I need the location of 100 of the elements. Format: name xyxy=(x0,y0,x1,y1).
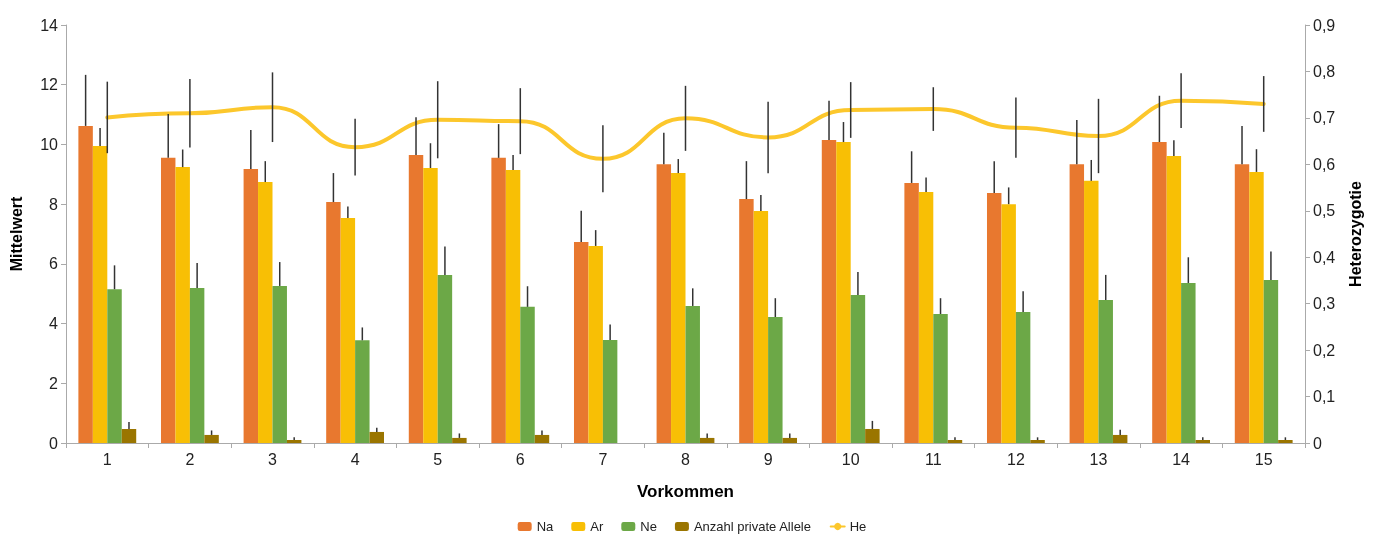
bar xyxy=(189,288,205,443)
bar xyxy=(204,434,219,443)
y2-tick-label: 0,2 xyxy=(1313,341,1336,359)
bar xyxy=(534,434,550,443)
bar xyxy=(836,142,851,443)
x-tick-label: 12 xyxy=(1007,450,1025,468)
y2-tick-label: 0,4 xyxy=(1313,248,1336,266)
bar xyxy=(1195,440,1211,443)
bar xyxy=(160,157,176,443)
bar xyxy=(408,154,424,443)
bar xyxy=(685,305,700,443)
bar xyxy=(1152,142,1167,443)
bar xyxy=(326,202,341,443)
x-tick-label: 4 xyxy=(350,450,360,468)
bar xyxy=(588,245,603,443)
bar xyxy=(1069,164,1085,443)
bar xyxy=(437,274,453,443)
y-tick-label: 2 xyxy=(49,374,59,392)
bar xyxy=(768,317,783,443)
y2-tick-label: 0 xyxy=(1313,434,1322,452)
bar xyxy=(243,168,259,443)
y-tick-label: 10 xyxy=(40,135,59,153)
x-tick-label: 2 xyxy=(185,450,195,468)
bar xyxy=(904,182,919,443)
bar xyxy=(1030,440,1045,443)
y-tick-label: 4 xyxy=(49,315,59,333)
bar xyxy=(656,164,672,443)
bar xyxy=(850,294,866,443)
x-tick-label: 9 xyxy=(763,450,773,468)
bar xyxy=(1112,434,1128,443)
bar xyxy=(1166,156,1182,443)
bar xyxy=(699,437,715,443)
bar xyxy=(107,289,122,443)
y-tick-label: 0 xyxy=(49,434,59,452)
bar xyxy=(355,340,370,443)
bar xyxy=(1249,171,1264,443)
bar xyxy=(865,428,880,443)
y-axis-title: Mittelwert xyxy=(7,195,25,272)
bar xyxy=(520,306,535,443)
bar xyxy=(739,199,754,443)
y2-tick-label: 0,8 xyxy=(1313,62,1336,80)
bar xyxy=(753,211,769,443)
bar xyxy=(1278,440,1293,443)
bar xyxy=(175,167,190,443)
bar xyxy=(918,191,934,443)
bar xyxy=(933,314,948,443)
bar xyxy=(602,339,618,443)
x-tick-label: 5 xyxy=(433,450,443,468)
y2-tick-label: 0,5 xyxy=(1313,202,1336,220)
y2-tick-label: 0,7 xyxy=(1313,109,1336,127)
y2-tick-label: 0,9 xyxy=(1313,16,1336,34)
x-tick-label: 15 xyxy=(1254,450,1273,468)
legend-label: Ar xyxy=(590,519,604,534)
legend-label: Anzahl private Allele xyxy=(693,519,811,534)
legend-label: Na xyxy=(536,519,555,534)
bar xyxy=(121,428,137,443)
x-tick-label: 1 xyxy=(102,450,112,468)
legend-label: Ne xyxy=(640,519,657,534)
bar xyxy=(1001,204,1016,443)
bar xyxy=(782,437,798,443)
bar xyxy=(986,193,1002,443)
x-tick-label: 3 xyxy=(268,450,278,468)
x-tick-label: 6 xyxy=(515,450,525,468)
bar xyxy=(92,145,108,443)
y-tick-label: 12 xyxy=(40,76,59,94)
bar xyxy=(1015,311,1031,443)
x-tick-label: 14 xyxy=(1172,450,1191,468)
bar xyxy=(423,168,438,443)
x-tick-label: 7 xyxy=(598,450,608,468)
x-tick-label: 10 xyxy=(841,450,860,468)
bar xyxy=(258,182,273,443)
bar xyxy=(1098,299,1113,443)
y2-tick-label: 0,1 xyxy=(1313,388,1336,406)
line-series xyxy=(105,98,1266,161)
y-tick-label: 14 xyxy=(40,16,59,34)
bar xyxy=(1263,279,1279,443)
bar xyxy=(491,157,506,443)
y2-tick-label: 0,3 xyxy=(1313,295,1336,313)
y2-axis-title: Heterozygotie xyxy=(1346,181,1364,287)
bar xyxy=(286,440,302,443)
bar xyxy=(1084,180,1099,443)
bar xyxy=(671,173,686,443)
bar xyxy=(340,217,356,443)
bar xyxy=(505,170,521,443)
bar xyxy=(1234,164,1250,443)
bar xyxy=(369,431,385,443)
y-tick-label: 6 xyxy=(49,255,59,273)
x-tick-label: 13 xyxy=(1089,450,1108,468)
bar xyxy=(1181,282,1196,443)
x-axis-title: Vorkommen xyxy=(637,482,734,501)
bar xyxy=(452,437,467,443)
bar xyxy=(272,285,287,443)
x-tick-label: 11 xyxy=(925,450,942,468)
y2-tick-label: 0,6 xyxy=(1313,155,1336,173)
bar xyxy=(573,242,589,443)
y-tick-label: 8 xyxy=(49,195,59,213)
bar xyxy=(821,139,837,443)
x-tick-label: 8 xyxy=(681,450,691,468)
bar xyxy=(947,440,963,443)
bar xyxy=(78,125,93,443)
